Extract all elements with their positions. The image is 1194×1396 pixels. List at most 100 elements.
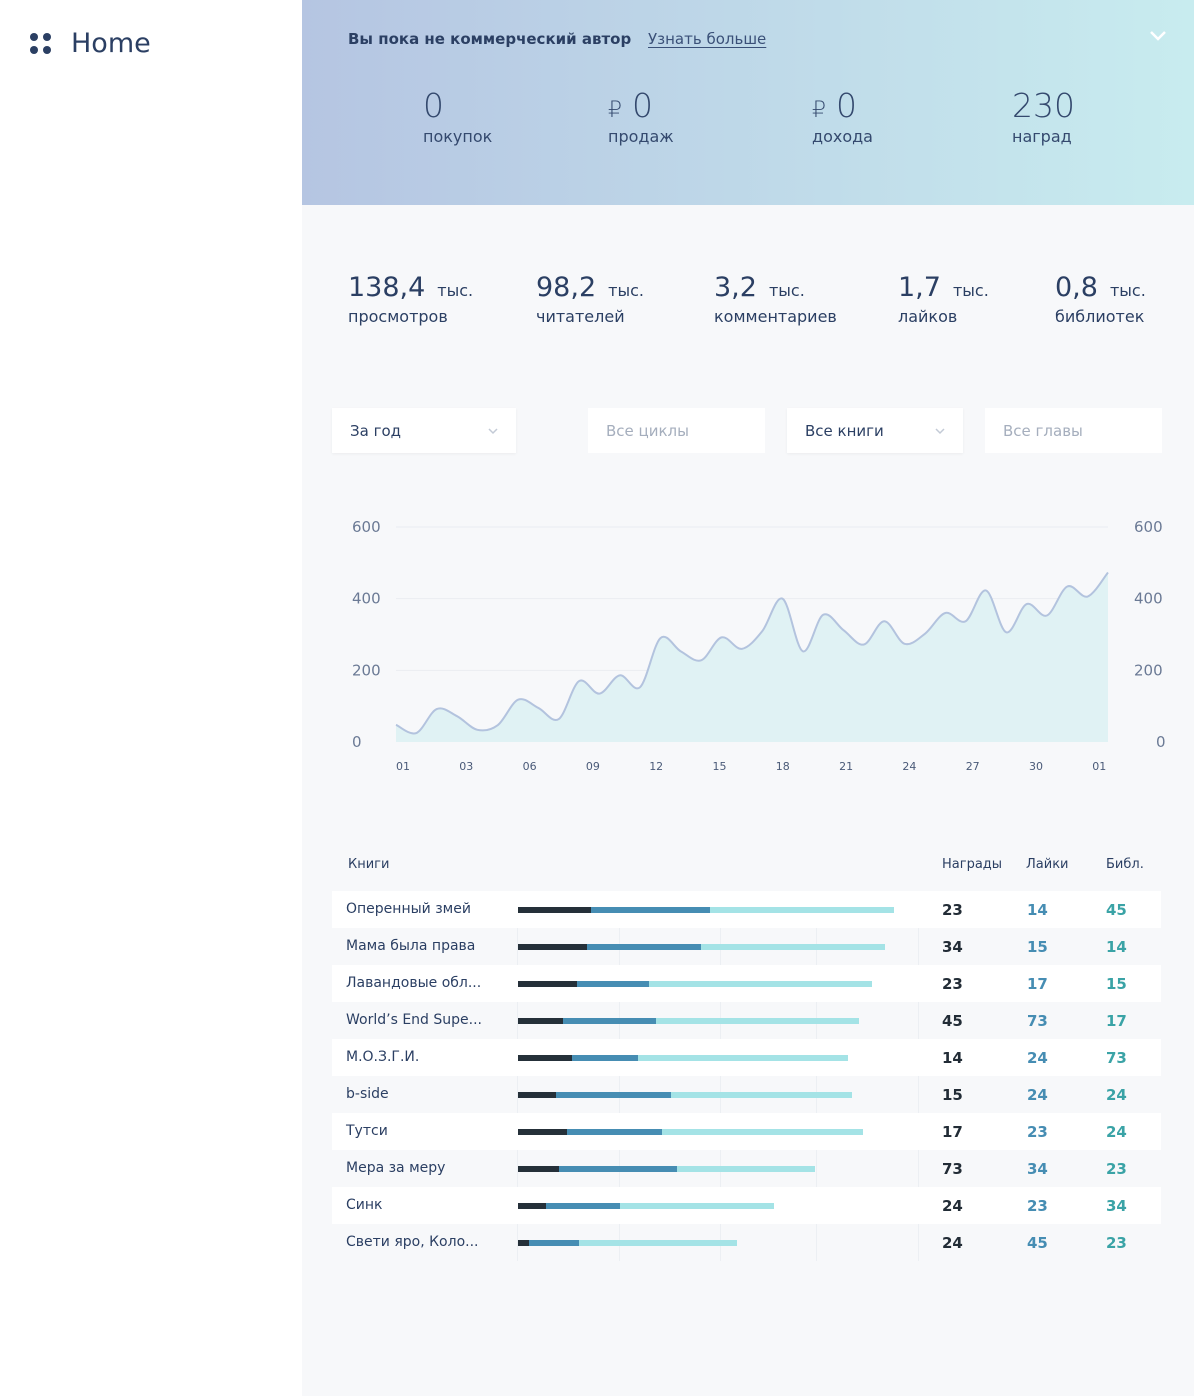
stat-label: дохода bbox=[812, 127, 873, 146]
stacked-bar bbox=[518, 1018, 859, 1024]
stat-value: 138,4 bbox=[348, 272, 426, 303]
learn-more-link[interactable]: Узнать больше bbox=[648, 30, 767, 48]
stat-value: 0,8 bbox=[1055, 272, 1098, 303]
bar-segment bbox=[518, 981, 577, 987]
table-row[interactable]: Лавандовые обл... 23 17 15 bbox=[332, 965, 1161, 1002]
awards-value: 34 bbox=[942, 938, 963, 956]
bar-segment bbox=[518, 907, 591, 913]
apps-icon bbox=[30, 33, 51, 54]
likes-value: 73 bbox=[1027, 1012, 1048, 1030]
x-tick: 03 bbox=[459, 760, 473, 773]
libs-value: 24 bbox=[1106, 1086, 1127, 1104]
table-row[interactable]: Мера за меру 73 34 23 bbox=[332, 1150, 1161, 1187]
y-tick-right: 400 bbox=[1134, 590, 1163, 608]
bar-segment bbox=[518, 1240, 529, 1246]
table-row[interactable]: Оперенный змей 23 14 45 bbox=[332, 891, 1161, 928]
chapters-filter[interactable]: Все главы bbox=[985, 408, 1162, 453]
table-row[interactable]: М.О.З.Г.И. 14 24 73 bbox=[332, 1039, 1161, 1076]
col-books: Книги bbox=[348, 857, 390, 872]
grid-line bbox=[720, 891, 721, 1261]
chevron-down-icon bbox=[488, 428, 498, 435]
bar-segment bbox=[638, 1055, 848, 1061]
bar-segment bbox=[518, 1129, 567, 1135]
cycles-filter[interactable]: Все циклы bbox=[588, 408, 765, 453]
bar-segment bbox=[677, 1166, 815, 1172]
stacked-bar bbox=[518, 981, 872, 987]
x-tick: 18 bbox=[776, 760, 790, 773]
stat-label: просмотров bbox=[348, 307, 448, 326]
bar-segment bbox=[518, 1018, 563, 1024]
book-name: Оперенный змей bbox=[346, 901, 471, 917]
series-line bbox=[395, 571, 1109, 735]
likes-value: 17 bbox=[1027, 975, 1048, 993]
x-tick: 30 bbox=[1029, 760, 1043, 773]
book-name: Синк bbox=[346, 1197, 383, 1213]
book-name: Тутси bbox=[346, 1123, 388, 1139]
col-libs: Библ. bbox=[1106, 857, 1144, 872]
y-tick-right: 0 bbox=[1156, 733, 1166, 751]
bar-segment bbox=[701, 944, 885, 950]
bar-segment bbox=[649, 981, 872, 987]
bar-segment bbox=[620, 1203, 774, 1209]
period-select[interactable]: За год bbox=[332, 408, 516, 453]
y-tick-right: 600 bbox=[1134, 518, 1163, 536]
stat-unit: тыс. bbox=[952, 281, 989, 300]
cycles-placeholder: Все циклы bbox=[606, 422, 689, 440]
bar-segment bbox=[518, 1166, 559, 1172]
likes-value: 14 bbox=[1027, 901, 1048, 919]
awards-value: 23 bbox=[942, 975, 963, 993]
area-fill bbox=[396, 572, 1108, 742]
table-row[interactable]: Мама была права 34 15 14 bbox=[332, 928, 1161, 965]
bar-segment bbox=[662, 1129, 863, 1135]
libs-value: 24 bbox=[1106, 1123, 1127, 1141]
chevron-down-icon[interactable] bbox=[1148, 26, 1168, 46]
bar-segment bbox=[572, 1055, 638, 1061]
home-link[interactable]: Home bbox=[30, 28, 151, 59]
libs-value: 14 bbox=[1106, 938, 1127, 956]
x-tick: 21 bbox=[839, 760, 853, 773]
chevron-down-icon bbox=[935, 428, 945, 435]
grid-line bbox=[816, 891, 817, 1261]
table-row[interactable]: Свети яро, Коло... 24 45 23 bbox=[332, 1224, 1161, 1261]
awards-value: 24 bbox=[942, 1234, 963, 1252]
bar-segment bbox=[546, 1203, 620, 1209]
stat-value: 3,2 bbox=[714, 272, 757, 303]
col-awards: Награды bbox=[942, 857, 1003, 872]
stat-2: 3,2 тыс. комментариев bbox=[714, 272, 837, 326]
awards-value: 24 bbox=[942, 1197, 963, 1215]
books-select[interactable]: Все книги bbox=[787, 408, 963, 453]
sidebar: Home bbox=[0, 0, 302, 1396]
table-row[interactable]: Тутси 17 23 24 bbox=[332, 1113, 1161, 1150]
likes-value: 23 bbox=[1027, 1197, 1048, 1215]
grid-line bbox=[918, 891, 919, 1261]
table-row[interactable]: Синк 24 23 34 bbox=[332, 1187, 1161, 1224]
stat-unit: тыс. bbox=[437, 281, 474, 300]
book-name: Лавандовые обл... bbox=[346, 975, 482, 991]
bar-segment bbox=[518, 1203, 546, 1209]
libs-value: 23 bbox=[1106, 1234, 1127, 1252]
y-tick-left: 600 bbox=[352, 518, 381, 536]
period-value: За год bbox=[350, 422, 402, 440]
stacked-bar bbox=[518, 1092, 852, 1098]
table-row[interactable]: b-side 15 24 24 bbox=[332, 1076, 1161, 1113]
stat-value: 98,2 bbox=[536, 272, 597, 303]
stacked-bar bbox=[518, 1166, 815, 1172]
stat-unit: тыс. bbox=[1109, 281, 1146, 300]
bar-segment bbox=[587, 944, 701, 950]
stat-0: 138,4 тыс. просмотров bbox=[348, 272, 473, 326]
libs-value: 15 bbox=[1106, 975, 1127, 993]
awards-value: 14 bbox=[942, 1049, 963, 1067]
bar-segment bbox=[556, 1092, 671, 1098]
books-value: Все книги bbox=[805, 422, 884, 440]
awards-value: 15 bbox=[942, 1086, 963, 1104]
stacked-bar bbox=[518, 1055, 848, 1061]
stat-label: библиотек bbox=[1055, 307, 1145, 326]
stacked-bar bbox=[518, 1129, 863, 1135]
bar-segment bbox=[529, 1240, 579, 1246]
bar-segment bbox=[518, 1055, 572, 1061]
stat-awards: 230 наград bbox=[1012, 86, 1075, 146]
stat-income: ₽0 дохода bbox=[812, 86, 873, 146]
likes-value: 15 bbox=[1027, 938, 1048, 956]
awards-value: 45 bbox=[942, 1012, 963, 1030]
table-row[interactable]: World’s End Supe... 45 73 17 bbox=[332, 1002, 1161, 1039]
